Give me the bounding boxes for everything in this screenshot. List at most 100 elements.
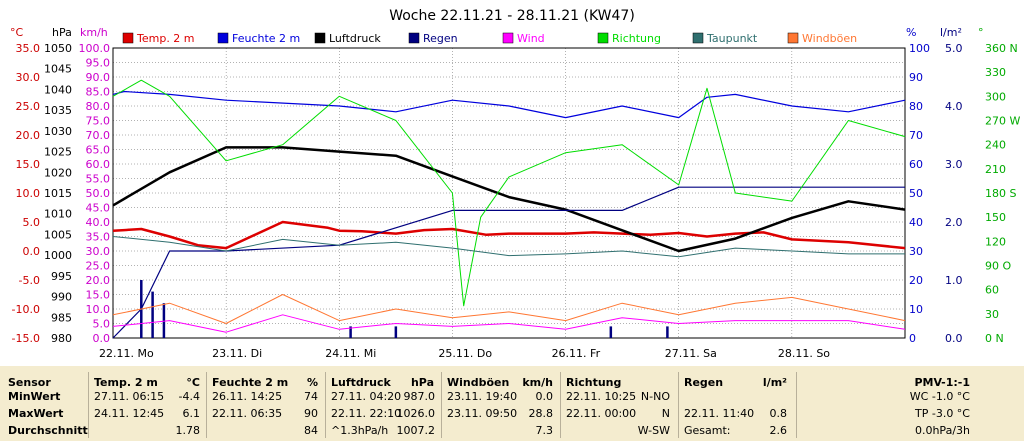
- series-line: [112, 314, 906, 333]
- tick-label-wind: 40.0: [86, 216, 111, 229]
- tick-label-x: 24.11. Mi: [325, 347, 376, 360]
- tick-label-wind: 65.0: [86, 144, 111, 157]
- tick-label-hum: 80: [909, 100, 923, 113]
- tick-label-wind: 55.0: [86, 173, 111, 186]
- axis-unit-rain: l/m²: [940, 26, 962, 39]
- tick-label-hum: 20: [909, 274, 923, 287]
- stats-header-rain-unit: l/m²: [762, 376, 787, 389]
- tick-label-press: 1020: [44, 166, 72, 179]
- stats-cell: 6.1: [182, 407, 201, 420]
- tick-label-temp: -5.0: [19, 274, 40, 287]
- legend-label: Wind: [517, 32, 545, 45]
- stats-header-pmv: PMV-1:-1: [914, 376, 970, 389]
- tick-label-press: 995: [51, 270, 72, 283]
- legend-label: Richtung: [612, 32, 661, 45]
- tick-label-wind: 30.0: [86, 245, 111, 258]
- stats-separator: [88, 372, 89, 438]
- tick-label-wind: 80.0: [86, 100, 111, 113]
- tick-label-wind: 5.0: [93, 318, 111, 331]
- tick-label-rain: 2.0: [945, 216, 963, 229]
- tick-label-press: 1005: [44, 228, 72, 241]
- tick-label-press: 990: [51, 291, 72, 304]
- tick-label-temp: -15.0: [12, 332, 40, 345]
- tick-label-hum: 90: [909, 71, 923, 84]
- stats-row-label: MinWert: [8, 390, 61, 403]
- stats-cell: 22.11. 10:25: [566, 390, 637, 403]
- tick-label-hum: 50: [909, 187, 923, 200]
- axis-unit-temp: °C: [10, 26, 24, 39]
- series-line: [112, 79, 906, 307]
- stats-separator: [206, 372, 207, 438]
- stats-cell: 0.0hPa/3h: [914, 424, 970, 437]
- tick-label-dir: 0 N: [985, 332, 1004, 345]
- series-line: [112, 220, 906, 250]
- stats-header-dir: Richtung: [566, 376, 622, 389]
- stats-cell: 27.11. 04:20: [331, 390, 402, 403]
- stats-header-gust: Windböen: [447, 376, 510, 389]
- tick-label-dir: 330: [985, 66, 1006, 79]
- tick-label-wind: 25.0: [86, 260, 111, 273]
- tick-label-wind: 100.0: [79, 42, 111, 55]
- tick-label-dir: 240: [985, 139, 1006, 152]
- tick-label-hum: 10: [909, 303, 923, 316]
- tick-label-temp: 10.0: [16, 187, 41, 200]
- tick-label-dir: 60: [985, 284, 999, 297]
- legend-swatch: [217, 32, 229, 44]
- tick-label-hum: 40: [909, 216, 923, 229]
- tick-label-rain: 5.0: [945, 42, 963, 55]
- tick-label-dir: 360 N: [985, 42, 1018, 55]
- tick-label-hum: 0: [909, 332, 916, 345]
- stats-header-hum-unit: %: [306, 376, 318, 389]
- stats-cell: 22.11. 06:35: [212, 407, 283, 420]
- stats-header-temp-unit: °C: [186, 376, 200, 389]
- series-line: [112, 294, 906, 324]
- stats-separator: [441, 372, 442, 438]
- weather-chart: Woche 22.11.21 - 28.11.21 (KW47) °C hPa km/…: [10, 8, 1020, 360]
- stats-cell: 7.3: [535, 424, 554, 437]
- legend-label: Feuchte 2 m: [232, 32, 300, 45]
- stats-cell: 2.6: [769, 424, 788, 437]
- stats-cell: N: [661, 407, 670, 420]
- stats-cell: 27.11. 06:15: [94, 390, 165, 403]
- stats-cell: 23.11. 19:40: [447, 390, 518, 403]
- tick-label-dir: 210: [985, 163, 1006, 176]
- legend-swatch: [597, 32, 609, 44]
- tick-label-x: 27.11. Sa: [665, 347, 717, 360]
- stats-row-label: MaxWert: [8, 407, 64, 420]
- legend-label: Luftdruck: [329, 32, 381, 45]
- stats-header-gust-unit: km/h: [522, 376, 553, 389]
- tick-label-temp: 0.0: [23, 245, 41, 258]
- tick-label-wind: 35.0: [86, 231, 111, 244]
- tick-label-x: 25.11. Do: [438, 347, 492, 360]
- tick-label-dir: 300: [985, 90, 1006, 103]
- stats-cell: -4.4: [178, 390, 200, 403]
- series-line: [112, 186, 905, 339]
- stats-cell: N-NO: [640, 390, 670, 403]
- tick-label-dir: 90 O: [985, 260, 1011, 273]
- tick-label-press: 1045: [44, 63, 72, 76]
- stats-cell: 987.0: [403, 390, 436, 403]
- stats-cell: 23.11. 09:50: [447, 407, 518, 420]
- tick-label-hum: 60: [909, 158, 923, 171]
- stats-cell: 1007.2: [396, 424, 436, 437]
- tick-label-x: 23.11. Di: [212, 347, 262, 360]
- stats-separator: [560, 372, 561, 438]
- tick-label-hum: 30: [909, 245, 923, 258]
- tick-label-wind: 95.0: [86, 57, 111, 70]
- tick-label-dir: 180 S: [985, 187, 1016, 200]
- stats-cell: 1026.0: [396, 407, 436, 420]
- stats-separator: [796, 372, 797, 438]
- axis-unit-hum: %: [906, 26, 916, 39]
- legend-swatch: [314, 32, 326, 44]
- tick-label-temp: 20.0: [16, 129, 41, 142]
- stats-panel: Sensor Temp. 2 m °C Feuchte 2 m % Luftdr…: [0, 366, 1024, 441]
- stats-cell: 0.8: [769, 407, 788, 420]
- tick-label-press: 1035: [44, 104, 72, 117]
- legend-swatch: [502, 32, 514, 44]
- stats-cell: 24.11. 12:45: [94, 407, 165, 420]
- tick-label-temp: -10.0: [12, 303, 40, 316]
- tick-label-wind: 10.0: [86, 303, 111, 316]
- stats-header-press: Luftdruck: [331, 376, 391, 389]
- stats-separator: [678, 372, 679, 438]
- tick-label-wind: 70.0: [86, 129, 111, 142]
